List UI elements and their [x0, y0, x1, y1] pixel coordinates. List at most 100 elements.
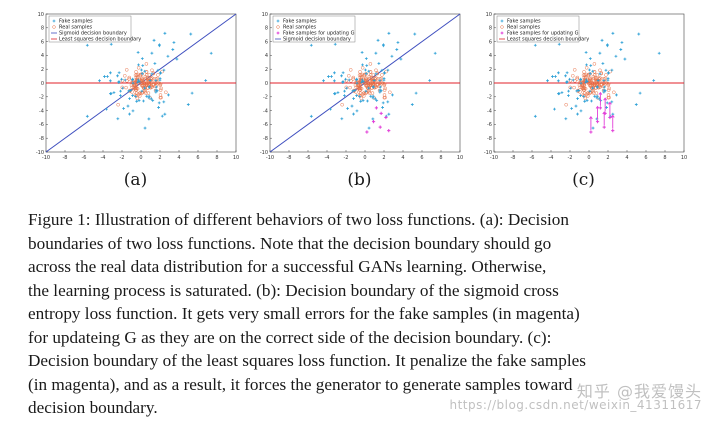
real-sample-point [132, 83, 136, 87]
real-sample-point [146, 91, 151, 95]
fake-sample-point [167, 93, 170, 97]
fake-sample-point [568, 77, 572, 81]
magenta-sample-point [598, 106, 602, 110]
fake-sample-point [147, 96, 151, 100]
caption-line: the learning process is saturated. (b): … [28, 280, 559, 300]
fake-sample-point [367, 126, 371, 130]
x-tick-label: 0 [363, 155, 366, 161]
fake-sample-point [657, 51, 661, 55]
x-tick-label: 10 [681, 155, 687, 161]
fake-sample-point [378, 78, 382, 82]
watermark-brand: 知乎 @我爱馒头 [576, 382, 702, 401]
real-sample-point [365, 78, 370, 82]
fake-sample-point [119, 89, 122, 93]
y-tick-label: 10 [262, 12, 268, 18]
fake-sample-point [189, 32, 193, 36]
real-sample-point [587, 78, 592, 82]
x-tick-label: 6 [420, 155, 423, 161]
fake-sample-point [140, 68, 143, 72]
x-tick-label: 2 [382, 155, 385, 161]
real-sample-point [362, 94, 366, 98]
fake-sample-point [602, 78, 606, 82]
fake-sample-point [121, 86, 125, 90]
fake-sample-point [116, 117, 120, 121]
fake-sample-point [564, 74, 567, 78]
y-tick-label: 6 [41, 39, 44, 45]
fake-sample-point [150, 72, 154, 76]
real-sample-point [568, 85, 572, 90]
fake-sample-point [381, 106, 384, 109]
fake-sample-point [604, 68, 608, 72]
x-tick-label: -8 [63, 155, 68, 161]
real-sample-point [134, 70, 138, 74]
fake-sample-point [346, 107, 350, 110]
fake-sample-point [591, 126, 595, 130]
real-sample-point [116, 102, 120, 107]
fake-sample-point [579, 81, 583, 85]
caption-line: across the real data distribution for a … [28, 257, 547, 276]
fake-sample-point [106, 75, 109, 78]
real-sample-point [144, 91, 148, 95]
update-arrow-head [603, 97, 608, 101]
fake-sample-point [386, 100, 390, 104]
update-arrow-head [602, 111, 607, 115]
update-arrow-head [598, 91, 603, 95]
x-tick-label: -2 [568, 155, 573, 161]
fake-sample-point [602, 85, 606, 89]
fake-sample-point [593, 94, 597, 98]
fake-sample-point [141, 64, 145, 67]
fake-sample-point [371, 96, 375, 100]
real-sample-point [382, 93, 387, 97]
fake-sample-point [355, 94, 359, 98]
fake-sample-point [186, 103, 190, 106]
x-tick-label: -6 [306, 155, 311, 161]
fake-sample-point [583, 99, 587, 103]
fake-sample-point [332, 71, 336, 75]
fake-sample-point [109, 42, 113, 46]
fake-sample-point [98, 79, 101, 83]
y-tick-label: -8 [487, 136, 492, 142]
fake-sample-point [190, 91, 194, 95]
y-tick-label: 0 [265, 81, 268, 87]
fake-sample-point [128, 97, 132, 101]
fake-sample-point [582, 94, 586, 98]
legend-box [48, 15, 132, 43]
magenta-sample-point [611, 129, 615, 133]
fake-sample-point [576, 112, 579, 116]
y-tick-label: -10 [36, 150, 44, 156]
fake-sample-point [131, 109, 135, 113]
real-sample-point [127, 77, 131, 81]
real-sample-point [347, 74, 351, 78]
fake-sample-point [355, 81, 359, 85]
legend-fake-marker [276, 19, 280, 23]
fake-sample-point [360, 80, 364, 84]
fake-sample-point [396, 41, 400, 44]
x-tick-label: -6 [82, 155, 87, 161]
fake-sample-point [333, 92, 337, 96]
fake-sample-point [410, 103, 414, 106]
magenta-sample-point [378, 125, 382, 129]
real-sample-point [599, 83, 603, 87]
fake-sample-point [365, 64, 369, 67]
fake-sample-point [128, 112, 131, 116]
fake-sample-point [209, 51, 213, 55]
y-tick-label: -4 [263, 108, 268, 114]
fake-sample-point [340, 74, 343, 78]
fake-sample-point [163, 112, 167, 116]
y-tick-label: 4 [265, 53, 268, 59]
fake-sample-point [546, 79, 549, 83]
real-sample-point [145, 73, 149, 77]
fake-sample-point [140, 57, 144, 61]
real-sample-point [612, 90, 616, 95]
fake-sample-point [602, 90, 606, 94]
real-sample-point [592, 62, 597, 66]
fake-sample-point [595, 85, 599, 89]
fake-sample-point [85, 43, 89, 47]
fake-sample-point [413, 32, 417, 36]
y-tick-label: 10 [486, 12, 492, 18]
fake-sample-point [350, 104, 354, 108]
fake-sample-point [382, 77, 386, 80]
fake-sample-point [557, 42, 561, 46]
real-sample-point [370, 91, 375, 95]
fake-sample-point [623, 57, 627, 61]
